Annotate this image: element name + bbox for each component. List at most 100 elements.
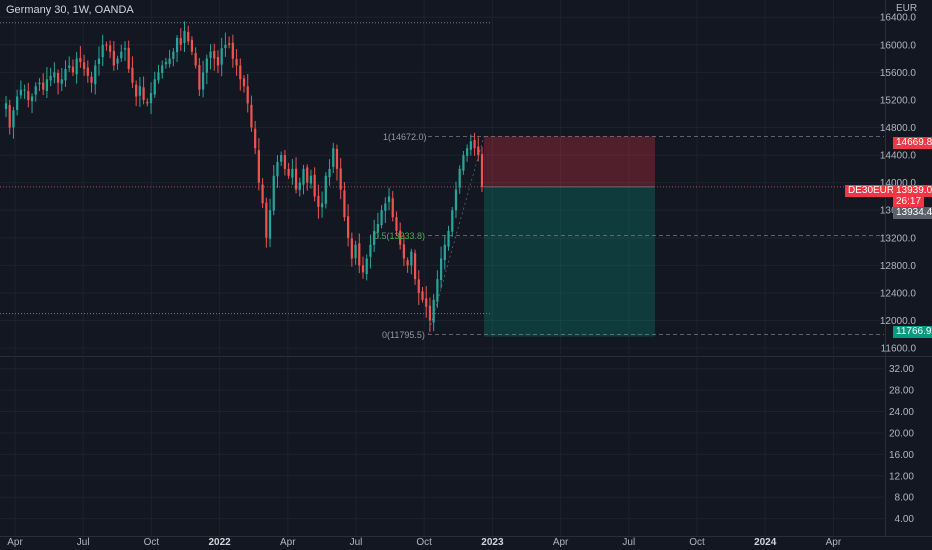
- candle-body: [350, 238, 353, 259]
- candle-body: [339, 168, 342, 190]
- candle-body: [216, 56, 220, 66]
- lower-tick-label: 4.00: [895, 514, 915, 525]
- time-tick-label: Oct: [689, 537, 705, 548]
- lower-tick-label: 12.00: [889, 471, 914, 482]
- candle-body: [75, 58, 78, 75]
- candle-body: [175, 37, 179, 53]
- candle-body: [469, 141, 472, 150]
- candle-body: [320, 203, 324, 208]
- candle-body: [254, 128, 257, 149]
- candle-body: [153, 79, 156, 95]
- candle-body: [179, 38, 182, 45]
- time-tick-label: Apr: [826, 537, 842, 548]
- time-axis[interactable]: Apr Jul Oct 2022 Apr Jul Oct 2023 Apr Jul Oct 2024 A…: [7, 537, 842, 548]
- bid-price-badge: 13934.4: [893, 207, 932, 219]
- candle-body: [298, 182, 301, 190]
- candle-body: [8, 104, 11, 128]
- candle-body: [261, 184, 264, 204]
- currency-label: EUR: [896, 3, 918, 14]
- candle-body: [120, 51, 123, 59]
- candle-body: [27, 91, 30, 100]
- price-axis[interactable]: 16400.0 16000.0 15600.0 15200.0 14800.0 14400…: [880, 13, 917, 525]
- stop-zone: [484, 136, 655, 187]
- candle-body: [224, 44, 227, 49]
- candle-body: [187, 31, 190, 42]
- candle-body: [257, 150, 260, 183]
- candle-body: [112, 50, 115, 66]
- candle-body: [380, 210, 383, 226]
- candle-body: [56, 72, 60, 83]
- candle-body: [250, 104, 253, 128]
- candlestick-series: [4, 21, 484, 333]
- price-tick-label: 14400.0: [880, 151, 917, 162]
- candle-body: [49, 75, 52, 81]
- candle-body: [42, 82, 45, 90]
- candle-body: [317, 195, 320, 207]
- candle-body: [172, 51, 175, 59]
- candle-body: [458, 168, 461, 188]
- candle-body: [86, 67, 89, 76]
- candle-body: [328, 168, 331, 178]
- candle-body: [205, 58, 208, 73]
- candle-body: [94, 65, 97, 85]
- time-tick-label: Oct: [144, 537, 160, 548]
- candle-body: [246, 86, 249, 104]
- candle-body: [201, 72, 205, 90]
- candle-body: [477, 146, 480, 156]
- time-tick-label: Apr: [7, 537, 23, 548]
- candle-body: [239, 65, 242, 80]
- candle-body: [324, 175, 327, 204]
- stop-price-badge: 14669.8: [893, 137, 932, 149]
- candle-body: [34, 86, 37, 95]
- candle-body: [280, 155, 283, 162]
- candle-body: [142, 87, 145, 100]
- candle-body: [425, 298, 428, 307]
- lower-tick-label: 32.00: [889, 364, 914, 375]
- candle-body: [16, 96, 19, 110]
- candle-body: [384, 203, 387, 211]
- price-tick-label: 11600.0: [881, 344, 917, 355]
- candle-body: [358, 243, 361, 266]
- candle-body: [213, 50, 216, 59]
- candle-body: [53, 72, 56, 78]
- candle-body: [272, 175, 275, 211]
- fib-retracement[interactable]: 1(14672.0) 0.5(13233.8) 0(11795.5): [374, 132, 884, 340]
- candle-body: [454, 189, 458, 211]
- candle-body: [313, 174, 316, 197]
- candle-body: [123, 48, 127, 50]
- candle-body: [387, 196, 391, 203]
- candle-body: [101, 44, 104, 58]
- price-tick-label: 14800.0: [880, 123, 917, 134]
- time-tick-label: 2023: [481, 537, 504, 548]
- candle-body: [428, 305, 432, 321]
- candle-body: [138, 86, 141, 96]
- candle-body: [354, 244, 357, 259]
- candle-body: [131, 67, 134, 83]
- candle-body: [443, 244, 446, 260]
- lower-tick-label: 16.00: [889, 450, 914, 461]
- candle-body: [135, 84, 138, 97]
- candle-body: [276, 161, 279, 177]
- position-tool[interactable]: [484, 136, 655, 337]
- price-tick-label: 13200.0: [880, 233, 917, 244]
- candle-body: [30, 96, 34, 102]
- time-tick-label: 2022: [208, 537, 231, 548]
- candle-body: [413, 253, 417, 280]
- candle-body: [421, 291, 424, 300]
- candle-body: [90, 76, 93, 83]
- candle-body: [60, 79, 63, 84]
- candle-body: [127, 47, 130, 69]
- candle-body: [406, 260, 409, 266]
- candle-body: [391, 198, 394, 218]
- candle-body: [294, 168, 298, 190]
- candle-body: [265, 202, 268, 238]
- last-price-badge: 13939.0: [893, 185, 932, 197]
- symbol-title[interactable]: Germany 30, 1W, OANDA: [6, 4, 134, 16]
- lower-tick-label: 24.00: [889, 407, 914, 418]
- candle-body: [235, 59, 238, 66]
- price-tick-label: 12800.0: [880, 261, 917, 272]
- candle-body: [369, 244, 372, 257]
- candle-body: [116, 58, 119, 64]
- candle-body: [190, 39, 194, 52]
